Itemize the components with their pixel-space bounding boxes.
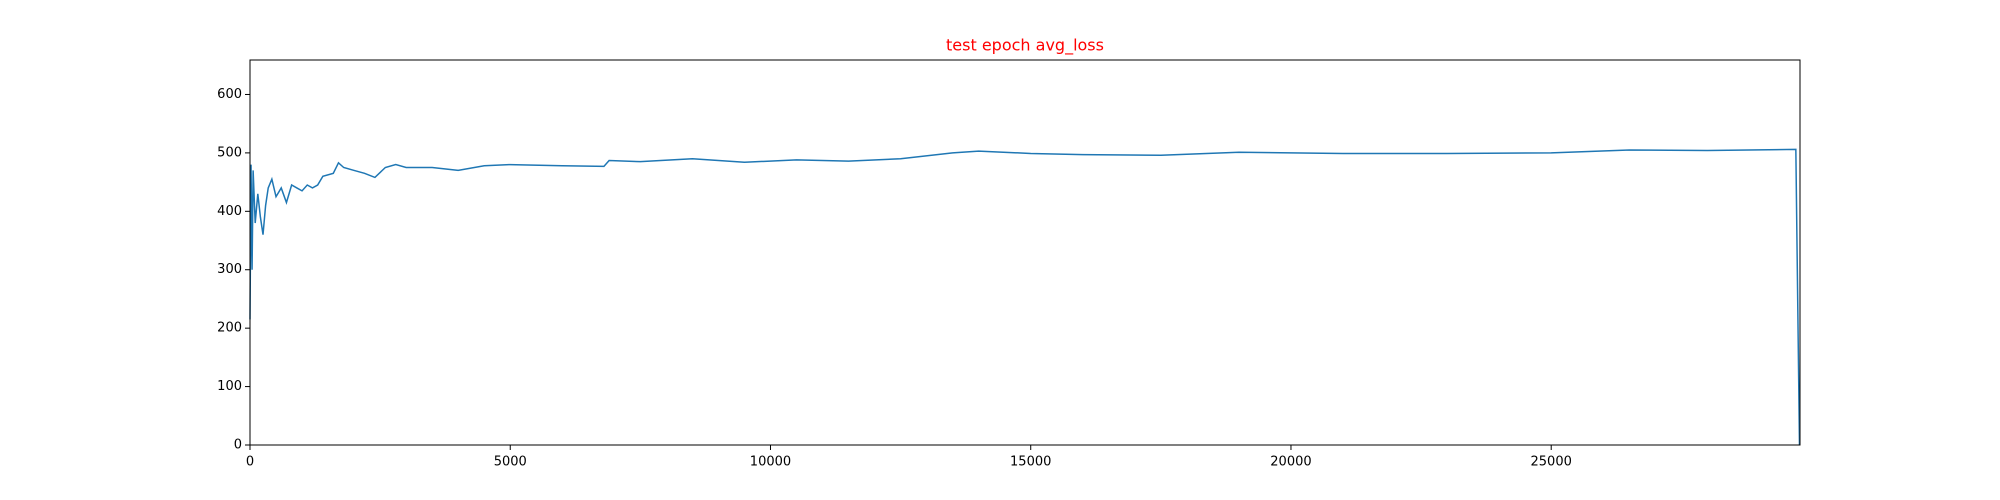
plot-frame	[249, 59, 1801, 446]
x-tick-label: 0	[246, 455, 254, 470]
chart-title: test epoch avg_loss	[946, 36, 1104, 56]
line-series	[249, 148, 1801, 446]
x-tick-label: 5000	[494, 455, 527, 470]
y-tick-label: 400	[217, 204, 242, 219]
y-tick-label: 0	[234, 438, 242, 453]
y-tick-label: 600	[217, 87, 242, 102]
x-tick-label: 10000	[750, 455, 791, 470]
y-tick-label: 100	[217, 379, 242, 394]
x-tick-label: 25000	[1531, 455, 1572, 470]
x-tick-label: 20000	[1270, 455, 1311, 470]
x-tick-label: 15000	[1010, 455, 1051, 470]
y-tick-label: 200	[217, 321, 242, 336]
y-tick-label: 500	[217, 145, 242, 160]
y-tick-label: 300	[217, 262, 242, 277]
